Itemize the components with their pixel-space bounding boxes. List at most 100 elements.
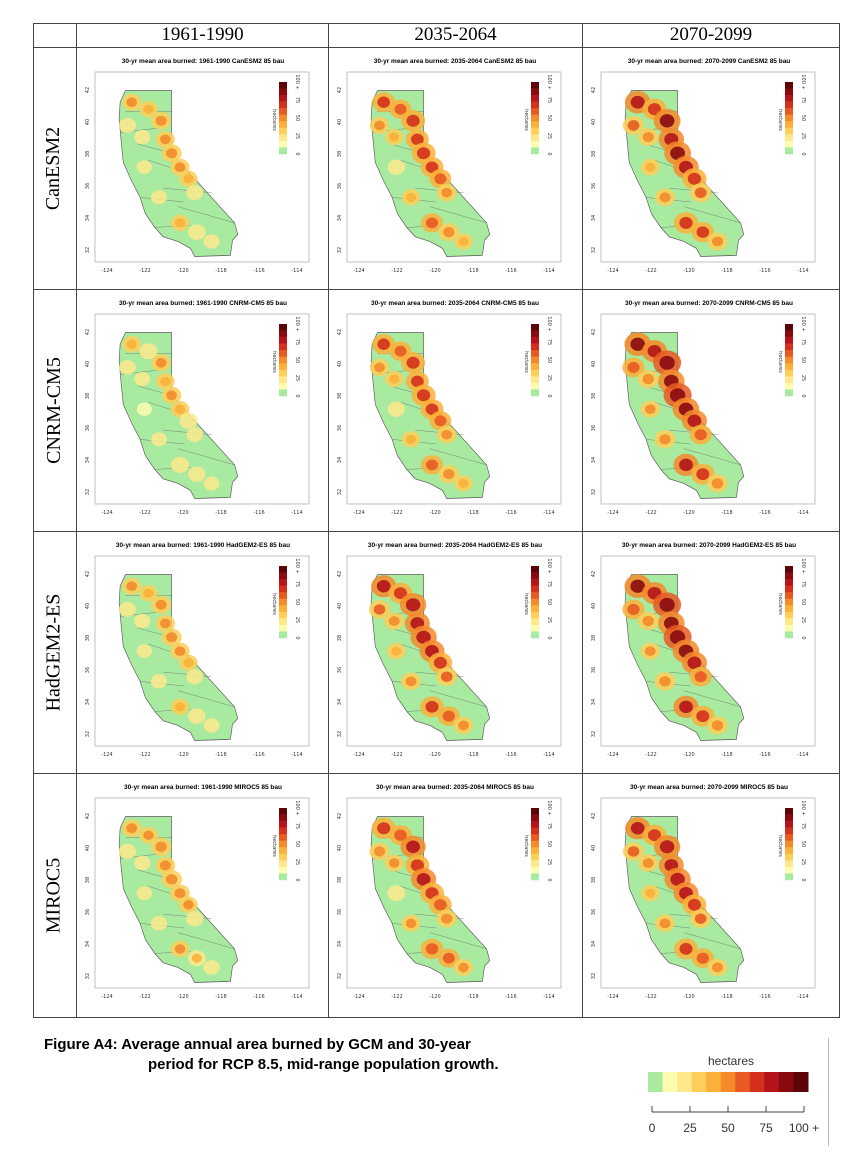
fire-core (373, 604, 386, 615)
inset-tick: 100 + (294, 74, 300, 89)
x-tick-label: -120 (683, 510, 694, 516)
fire-core (388, 616, 400, 626)
fire-core (659, 676, 671, 687)
fire-core (183, 900, 194, 910)
legend-swatch (735, 1072, 751, 1092)
grid-divider-v3 (582, 23, 583, 1018)
fire-core (425, 403, 439, 415)
inset-swatch (785, 350, 793, 358)
california-map (622, 574, 745, 741)
fire-core (174, 646, 186, 657)
y-tick-label: 34 (337, 457, 343, 463)
y-tick-label: 38 (85, 877, 91, 883)
plot-frame (600, 555, 816, 747)
legend-title: hectares (707, 1054, 755, 1068)
inset-swatch (785, 324, 793, 331)
fire-core (442, 952, 455, 964)
y-tick-label: 40 (591, 845, 597, 851)
inset-swatch (279, 631, 287, 639)
grid-divider-h3 (33, 531, 840, 532)
fire-area (134, 372, 151, 387)
inset-swatch (531, 624, 539, 632)
inset-swatch (785, 572, 793, 580)
x-tick-label: -124 (101, 510, 112, 516)
x-tick-label: -122 (391, 994, 402, 1000)
inset-label: hectares (777, 109, 783, 131)
fire-core (166, 390, 177, 401)
x-tick-label: -114 (291, 268, 302, 274)
fire-core (410, 859, 424, 872)
fire-core (711, 236, 724, 247)
fire-core (647, 829, 662, 842)
y-tick-label: 38 (85, 151, 91, 157)
fire-core (406, 356, 420, 369)
inset-swatch (531, 840, 539, 848)
inset-swatch (785, 814, 793, 822)
fire-area (387, 885, 406, 902)
x-tick-label: -124 (607, 994, 618, 1000)
x-tick-label: -114 (543, 268, 554, 274)
fire-area (134, 613, 151, 629)
california-map (118, 816, 239, 983)
y-tick-label: 32 (85, 489, 91, 495)
map-plot: -124 -122 -120 -118 -116 -114 42 40 38 36 34 32 hect… (337, 71, 562, 274)
fire-core (165, 874, 178, 885)
x-tick-label: -120 (177, 510, 188, 516)
x-tick-label: -122 (645, 994, 656, 1000)
inset-swatch (531, 82, 539, 89)
y-tick-label: 42 (85, 329, 91, 335)
inset-swatch (785, 121, 793, 129)
map-panel: 30-yr mean area burned: 2035-2064 CanESM… (329, 48, 581, 290)
y-tick-label: 36 (85, 909, 91, 915)
inset-tick: 50 (800, 841, 806, 847)
inset-swatch (279, 834, 287, 842)
inset-swatch (531, 611, 539, 619)
inset-swatch (531, 847, 539, 855)
x-tick-label: -122 (645, 752, 656, 758)
county-line (683, 206, 741, 224)
fire-core (155, 841, 167, 852)
inset-swatch (785, 127, 793, 135)
fire-core (442, 710, 455, 722)
x-tick-label: -114 (797, 268, 808, 274)
fire-core (373, 846, 386, 857)
inset-tick: 100 + (546, 558, 552, 573)
inset-swatch (279, 337, 287, 344)
california-map (622, 90, 745, 257)
inset-swatch (279, 814, 287, 822)
california-map (118, 574, 239, 741)
fire-core (687, 172, 702, 185)
inset-tick: 50 (294, 357, 300, 363)
row-label: HadGEM2-ES (42, 593, 65, 712)
fire-core (659, 918, 671, 929)
inset-legend: hectares 0 25 50 75 100 + (271, 74, 300, 155)
inset-tick: 25 (800, 859, 806, 865)
x-tick-label: -122 (645, 268, 656, 274)
y-tick-label: 34 (85, 457, 91, 463)
inset-swatch (531, 108, 539, 116)
inset-swatch (531, 814, 539, 822)
plot-frame (94, 555, 310, 747)
fire-core (679, 700, 693, 714)
map-title: 30-yr mean area burned: 2070-2099 CNRM-C… (625, 300, 793, 307)
y-tick-label: 34 (85, 215, 91, 221)
county-line (429, 690, 487, 708)
inset-tick: 25 (294, 133, 300, 139)
inset-swatch (785, 389, 793, 397)
column-header-1961-1990: 1961-1990 (161, 24, 244, 45)
inset-tick: 100 + (294, 800, 300, 815)
fire-core (694, 187, 707, 199)
fire-core (630, 822, 645, 835)
y-tick-label: 34 (337, 215, 343, 221)
y-tick-label: 36 (591, 425, 597, 431)
x-tick-label: -116 (253, 752, 264, 758)
inset-tick: 75 (546, 823, 552, 829)
fire-core (679, 458, 693, 472)
inset-swatch (531, 605, 539, 613)
y-tick-label: 40 (85, 361, 91, 367)
fire-area (150, 190, 168, 205)
inset-swatch (785, 147, 793, 155)
inset-swatch (785, 840, 793, 848)
inset-swatch (279, 114, 287, 122)
y-tick-label: 32 (591, 247, 597, 253)
